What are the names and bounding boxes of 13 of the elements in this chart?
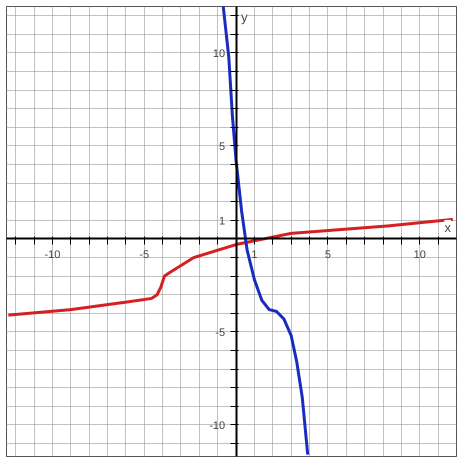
x-tick-label: 1 [251,248,258,261]
x-tick-label: 5 [324,248,331,261]
y-tick-label: 10 [212,48,226,60]
x-tick-label: 10 [414,248,426,261]
line-series [6,218,454,317]
y-tick-label: -5 [215,326,226,339]
y-axis-title: y [241,10,248,24]
x-tick-label: -5 [139,248,150,261]
x-axis-title: x [444,220,452,235]
y-tick-label: 1 [218,215,226,228]
y-tick-label: 5 [218,140,226,153]
x-tick-label: -10 [44,248,60,261]
y-tick-label: -10 [209,420,226,432]
